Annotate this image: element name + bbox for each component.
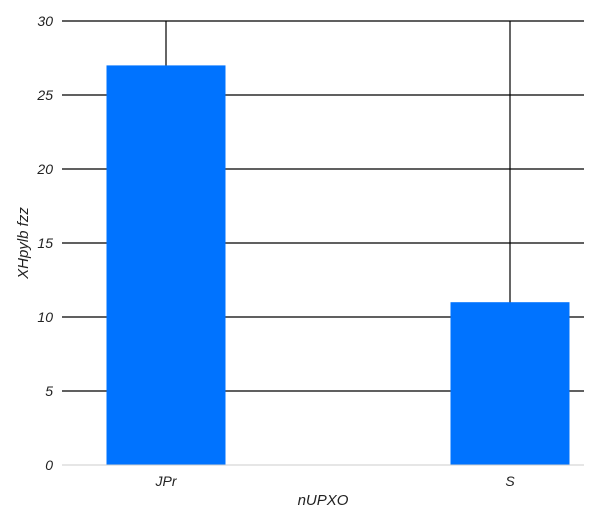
x-tick-labels: JPr S xyxy=(155,473,516,489)
y-tick-label: 0 xyxy=(45,457,53,473)
bar-jpr xyxy=(106,65,226,466)
y-tick-label: 15 xyxy=(37,235,53,251)
y-tick-label: 10 xyxy=(37,309,53,325)
y-tick-label: 20 xyxy=(36,161,53,177)
y-axis-label: XHpylb fzz xyxy=(15,207,32,280)
y-tick-label: 30 xyxy=(37,13,53,29)
x-tick-label: S xyxy=(505,473,515,489)
bar-s xyxy=(450,302,570,465)
y-tick-labels: 0 5 10 15 20 25 30 xyxy=(36,13,53,473)
y-tick-label: 5 xyxy=(45,383,53,399)
x-axis-label: nUPXO xyxy=(298,492,349,509)
y-tick-label: 25 xyxy=(36,87,53,103)
bars xyxy=(62,65,584,466)
x-tick-label: JPr xyxy=(155,473,178,489)
